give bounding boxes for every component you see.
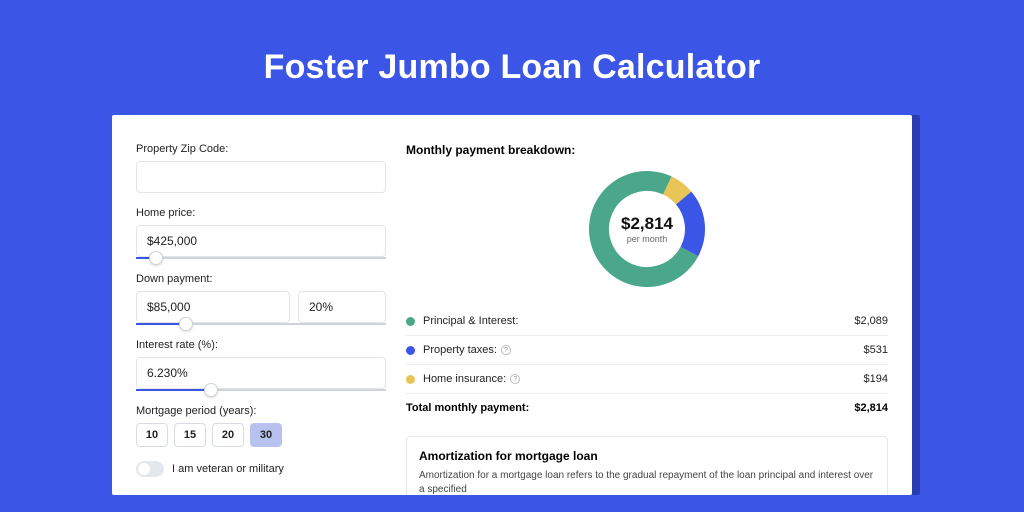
legend-dot-icon — [406, 346, 415, 355]
breakdown-line-value: $194 — [864, 373, 888, 385]
period-label: Mortgage period (years): — [136, 405, 386, 417]
down-payment-slider[interactable] — [136, 323, 386, 325]
period-btn-30[interactable]: 30 — [250, 423, 282, 447]
breakdown-title: Monthly payment breakdown: — [406, 143, 888, 157]
veteran-row: I am veteran or military — [136, 461, 386, 477]
info-icon[interactable]: ? — [501, 345, 511, 355]
interest-rate-field: Interest rate (%): — [136, 339, 386, 391]
veteran-toggle[interactable] — [136, 461, 164, 477]
payment-donut-chart: $2,814 per month — [587, 169, 707, 289]
home-price-field: Home price: — [136, 207, 386, 259]
interest-rate-slider-thumb[interactable] — [204, 383, 218, 397]
form-panel: Property Zip Code: Home price: Down paym… — [136, 143, 386, 495]
donut-container: $2,814 per month — [406, 169, 888, 289]
veteran-toggle-knob — [138, 463, 150, 475]
total-label: Total monthly payment: — [406, 402, 854, 414]
breakdown-line-label: Property taxes:? — [423, 344, 864, 356]
home-price-input[interactable] — [136, 225, 386, 257]
down-payment-pct-input[interactable] — [298, 291, 386, 323]
legend-dot-icon — [406, 317, 415, 326]
amortization-text: Amortization for a mortgage loan refers … — [419, 469, 875, 495]
home-price-slider-thumb[interactable] — [149, 251, 163, 265]
zip-label: Property Zip Code: — [136, 143, 386, 155]
page-title: Foster Jumbo Loan Calculator — [264, 48, 761, 87]
period-btn-15[interactable]: 15 — [174, 423, 206, 447]
down-payment-label: Down payment: — [136, 273, 386, 285]
zip-field: Property Zip Code: — [136, 143, 386, 193]
period-btn-10[interactable]: 10 — [136, 423, 168, 447]
breakdown-line: Principal & Interest:$2,089 — [406, 307, 888, 336]
legend-dot-icon — [406, 375, 415, 384]
donut-center-sub: per month — [621, 234, 673, 244]
breakdown-line-label: Home insurance:? — [423, 373, 864, 385]
home-price-label: Home price: — [136, 207, 386, 219]
donut-center: $2,814 per month — [621, 214, 673, 244]
down-payment-field: Down payment: — [136, 273, 386, 325]
zip-input[interactable] — [136, 161, 386, 193]
interest-rate-input[interactable] — [136, 357, 386, 389]
period-options: 10 15 20 30 — [136, 423, 386, 447]
home-price-slider[interactable] — [136, 257, 386, 259]
period-field: Mortgage period (years): 10 15 20 30 — [136, 405, 386, 447]
down-payment-slider-thumb[interactable] — [179, 317, 193, 331]
interest-rate-label: Interest rate (%): — [136, 339, 386, 351]
breakdown-line: Home insurance:?$194 — [406, 365, 888, 393]
amortization-box: Amortization for mortgage loan Amortizat… — [406, 436, 888, 495]
breakdown-line: Property taxes:?$531 — [406, 336, 888, 365]
breakdown-panel: Monthly payment breakdown: $2,814 per mo… — [386, 143, 888, 495]
interest-rate-slider[interactable] — [136, 389, 386, 391]
breakdown-line-value: $2,089 — [854, 315, 888, 327]
period-btn-20[interactable]: 20 — [212, 423, 244, 447]
donut-center-amount: $2,814 — [621, 214, 673, 234]
page-root: Foster Jumbo Loan Calculator Property Zi… — [0, 0, 1024, 512]
breakdown-line-label: Principal & Interest: — [423, 315, 854, 327]
total-row: Total monthly payment: $2,814 — [406, 393, 888, 422]
down-payment-input[interactable] — [136, 291, 290, 323]
amortization-title: Amortization for mortgage loan — [419, 449, 875, 463]
info-icon[interactable]: ? — [510, 374, 520, 384]
calculator-card: Property Zip Code: Home price: Down paym… — [112, 115, 912, 495]
total-value: $2,814 — [854, 402, 888, 414]
veteran-label: I am veteran or military — [172, 463, 284, 475]
breakdown-line-value: $531 — [864, 344, 888, 356]
